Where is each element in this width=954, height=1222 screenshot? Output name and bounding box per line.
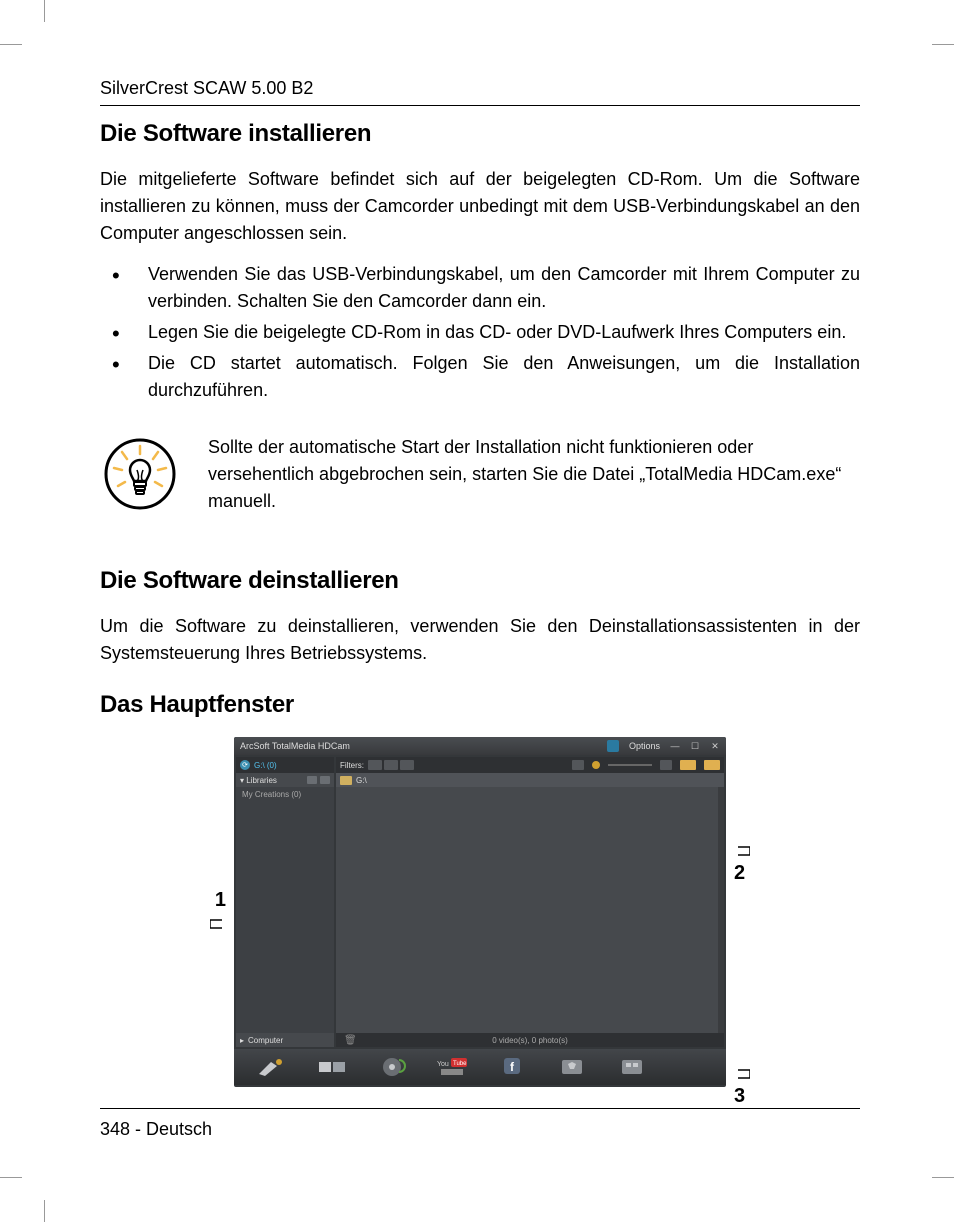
- folder-icon: [340, 776, 352, 785]
- crop-mark: [0, 44, 22, 45]
- select-all-button[interactable]: [592, 761, 600, 769]
- enhance-tool-icon[interactable]: [554, 1054, 590, 1080]
- path-row: G:\: [336, 773, 724, 787]
- youtube-tool-icon[interactable]: You Tube: [434, 1054, 470, 1080]
- callout-pointer-icon: [734, 845, 750, 857]
- callout-label: 2: [734, 862, 745, 884]
- thumb-view-button[interactable]: [660, 760, 672, 770]
- app-window: ArcSoft TotalMedia HDCam Options — ☐ ✕ ⟳…: [234, 737, 726, 1087]
- filters-label: Filters:: [340, 761, 364, 770]
- filter-video-button[interactable]: [384, 760, 398, 770]
- album-tool-icon[interactable]: [614, 1054, 650, 1080]
- drive-row[interactable]: ⟳ G:\ (0): [236, 757, 334, 773]
- svg-text:You: You: [437, 1061, 449, 1068]
- callout-pointer-icon: [734, 1068, 750, 1080]
- trash-icon[interactable]: 🗑: [344, 1035, 357, 1046]
- callout-2: 2: [734, 839, 754, 885]
- status-row: 🗑 0 video(s), 0 photo(s): [336, 1033, 724, 1047]
- burn-tool-icon[interactable]: [374, 1054, 410, 1080]
- refresh-icon[interactable]: ⟳: [240, 760, 250, 770]
- callout-label: 3: [734, 1085, 745, 1107]
- libraries-label: Libraries: [246, 776, 277, 785]
- right-panel: Filters:: [336, 757, 724, 1047]
- crop-mark: [932, 44, 954, 45]
- crop-mark: [932, 1177, 954, 1178]
- status-text: 0 video(s), 0 photo(s): [492, 1036, 568, 1045]
- tip-block: Sollte der automatische Start der Instal…: [100, 434, 860, 519]
- merge-tool-icon[interactable]: [314, 1054, 350, 1080]
- my-creations-item[interactable]: My Creations (0): [236, 787, 334, 1033]
- clip-tool-icon[interactable]: [254, 1054, 290, 1080]
- tip-text: Sollte der automatische Start der Instal…: [208, 434, 860, 515]
- crop-mark: [44, 0, 45, 22]
- computer-label: Computer: [248, 1036, 283, 1045]
- footer: 348 - Deutsch: [100, 1108, 860, 1140]
- callout-pointer-icon: [210, 918, 226, 930]
- calendar-icon[interactable]: [320, 776, 330, 784]
- options-button[interactable]: Options: [629, 741, 660, 751]
- footer-rule: [100, 1108, 860, 1109]
- content-area: [336, 787, 724, 1033]
- list-view-button[interactable]: [680, 760, 696, 770]
- zoom-slider[interactable]: [608, 764, 652, 766]
- filter-all-button[interactable]: [368, 760, 382, 770]
- minimize-button[interactable]: —: [670, 741, 680, 751]
- lightbulb-icon: [100, 434, 180, 519]
- bullet-item: Verwenden Sie das USB-Verbindungskabel, …: [100, 261, 860, 315]
- scrollbar[interactable]: [718, 787, 724, 1033]
- bottom-toolbar: You Tube f: [234, 1049, 726, 1085]
- heading-install: Die Software installieren: [100, 120, 860, 148]
- preview-button[interactable]: [704, 760, 720, 770]
- computer-row[interactable]: ▸ Computer: [236, 1033, 334, 1047]
- expand-icon: ▸: [240, 1036, 244, 1045]
- install-bullets: Verwenden Sie das USB-Verbindungskabel, …: [100, 261, 860, 404]
- drive-label: G:\ (0): [254, 761, 277, 770]
- bullet-item: Die CD startet automatisch. Folgen Sie d…: [100, 350, 860, 404]
- callout-1: 1: [206, 889, 226, 935]
- select-none-button[interactable]: [572, 760, 584, 770]
- upgrade-icon[interactable]: [607, 740, 619, 752]
- filters-row: Filters:: [336, 757, 724, 773]
- maximize-button[interactable]: ☐: [690, 741, 700, 751]
- callout-right-column: 2 3: [734, 737, 754, 1087]
- new-album-icon[interactable]: [307, 776, 317, 784]
- callout-3: 3: [734, 1062, 754, 1108]
- running-header: SilverCrest SCAW 5.00 B2: [100, 78, 860, 106]
- screenshot-wrap: 1 ArcSoft TotalMedia HDCam Options — ☐ ✕…: [100, 737, 860, 1087]
- filter-photo-button[interactable]: [400, 760, 414, 770]
- libraries-row[interactable]: ▾ Libraries: [236, 773, 334, 787]
- left-panel: ⟳ G:\ (0) ▾ Libraries My Creations (0) ▸…: [236, 757, 334, 1047]
- bullet-item: Legen Sie die beigelegte CD-Rom in das C…: [100, 319, 860, 346]
- callout-label: 1: [215, 889, 226, 911]
- app-title: ArcSoft TotalMedia HDCam: [240, 741, 350, 751]
- install-intro: Die mitgelieferte Software befindet sich…: [100, 166, 860, 247]
- close-button[interactable]: ✕: [710, 741, 720, 751]
- path-text: G:\: [356, 776, 367, 785]
- heading-main-window: Das Hauptfenster: [100, 691, 860, 719]
- crop-mark: [0, 1177, 22, 1178]
- app-titlebar: ArcSoft TotalMedia HDCam Options — ☐ ✕: [234, 737, 726, 755]
- crop-mark: [44, 1200, 45, 1222]
- svg-text:Tube: Tube: [453, 1061, 467, 1067]
- uninstall-body: Um die Software zu deinstallieren, verwe…: [100, 613, 860, 667]
- heading-uninstall: Die Software deinstallieren: [100, 567, 860, 595]
- facebook-tool-icon[interactable]: f: [494, 1054, 530, 1080]
- page-number: 348 - Deutsch: [100, 1119, 860, 1140]
